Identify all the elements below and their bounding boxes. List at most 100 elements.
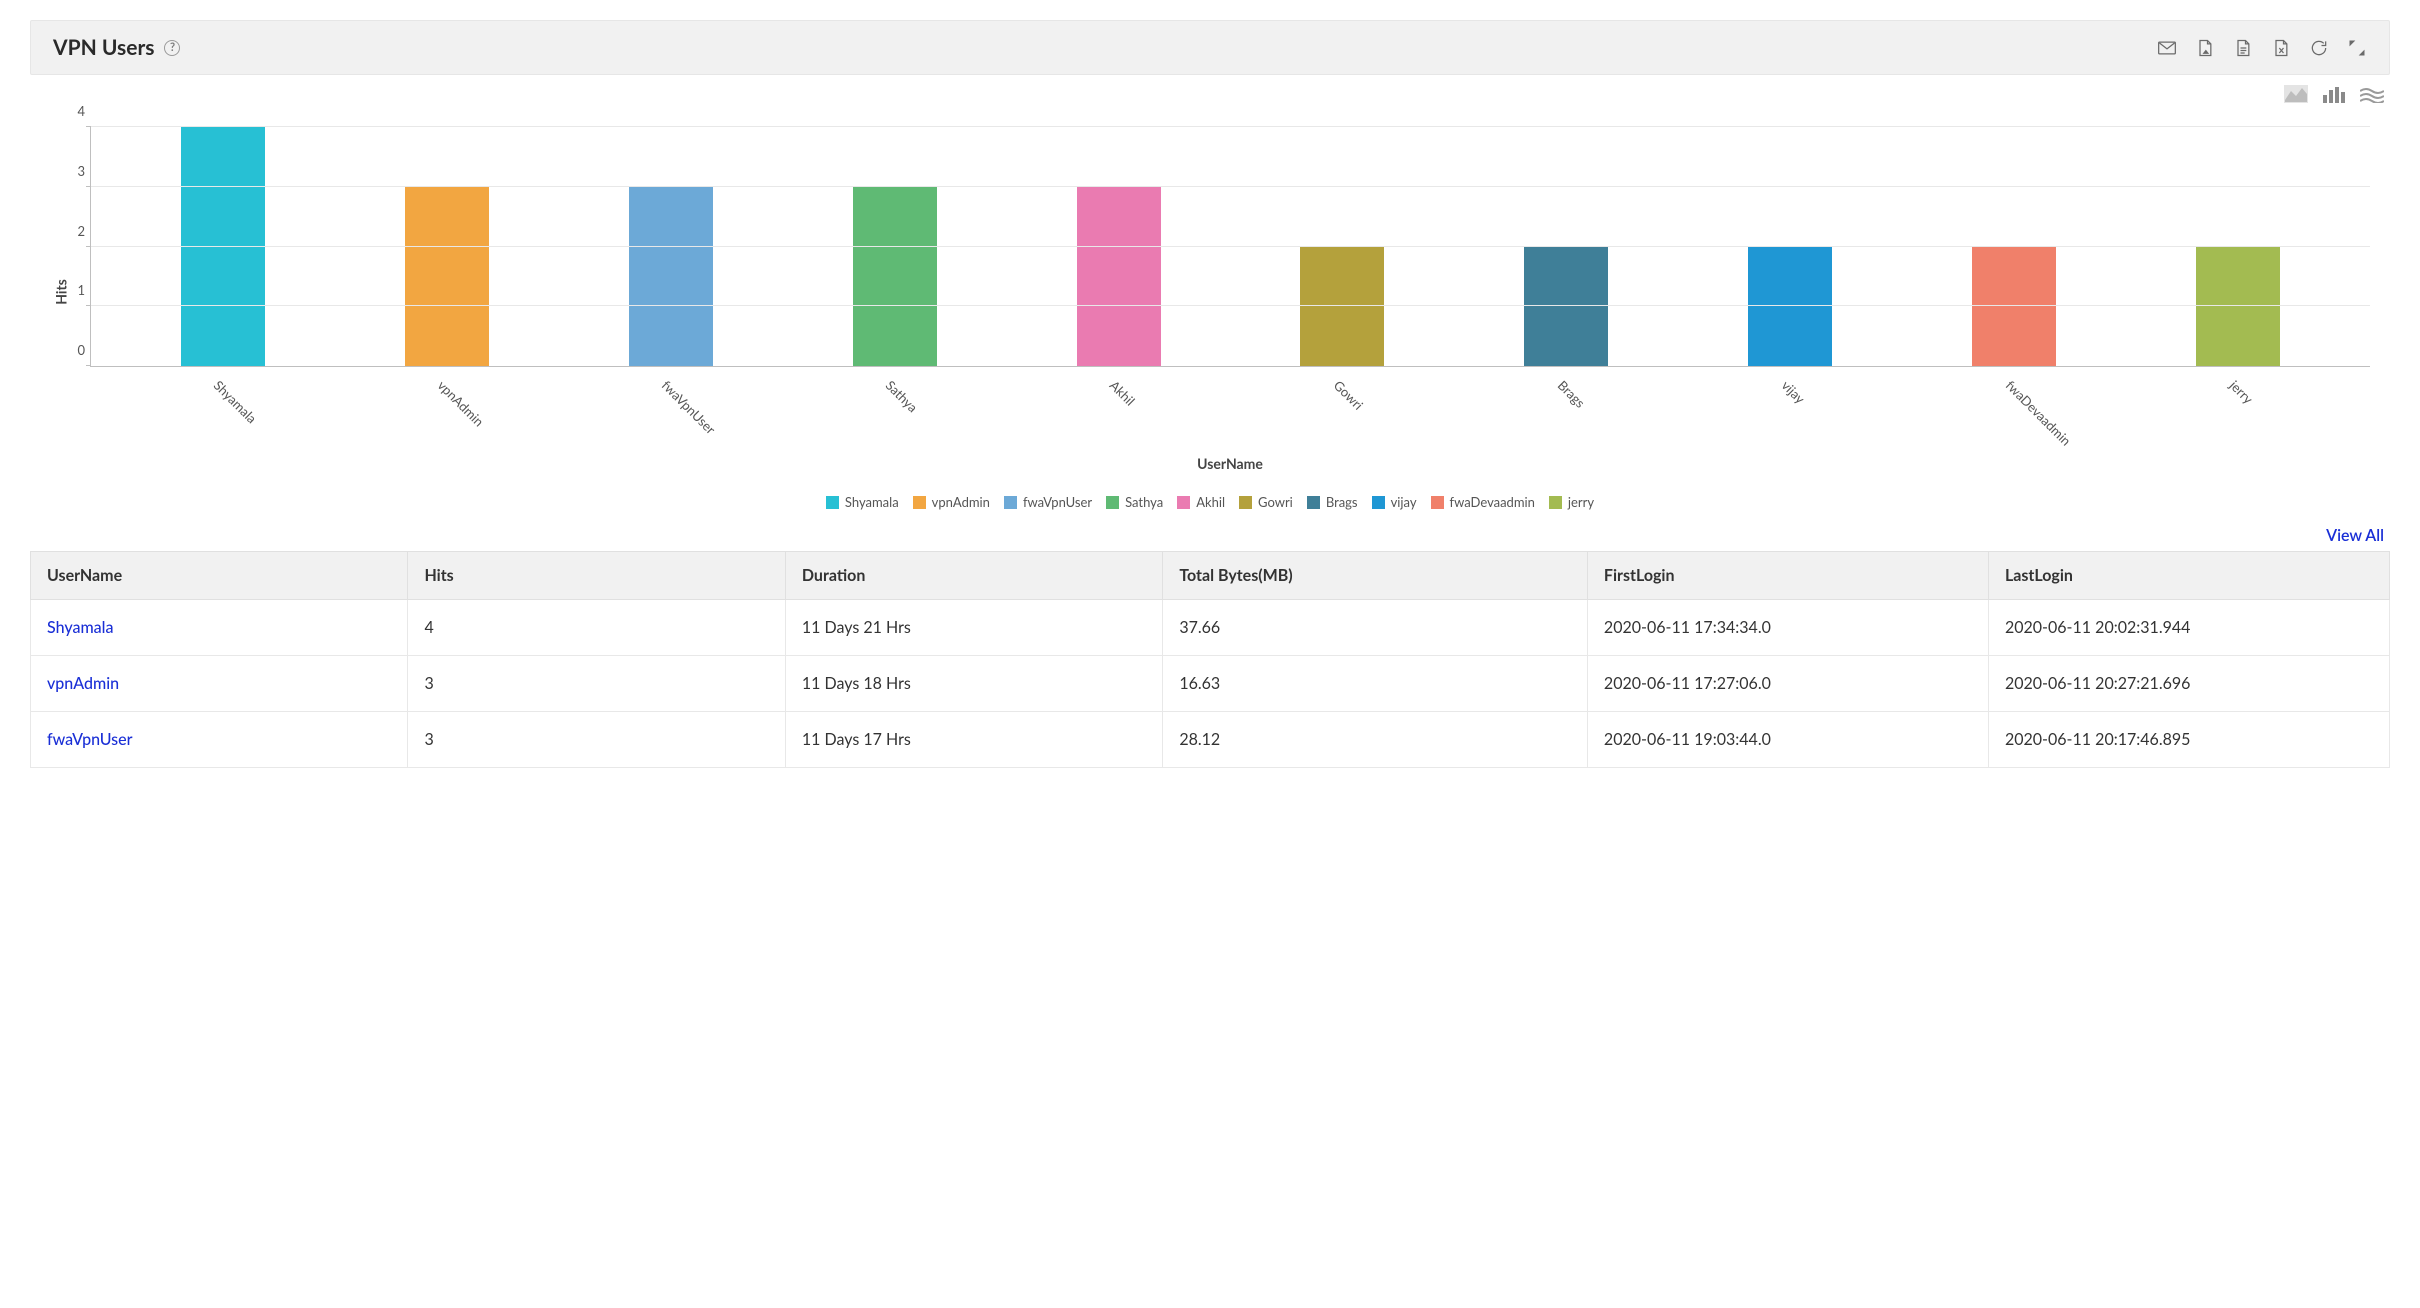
chart-bar-slot: [783, 127, 1007, 366]
table-cell: 2020-06-11 17:27:06.0: [1587, 656, 1988, 712]
legend-label: Gowri: [1258, 494, 1293, 510]
legend-item[interactable]: Shyamala: [826, 494, 899, 510]
pdf-icon[interactable]: [2195, 38, 2215, 58]
view-all-link[interactable]: View All: [2326, 526, 2384, 545]
legend-swatch: [1549, 496, 1562, 509]
chart-bar[interactable]: [1077, 187, 1161, 366]
table-cell: 37.66: [1163, 600, 1588, 656]
chart-x-tick-label: Brags: [1555, 377, 1589, 411]
chart-bar[interactable]: [2196, 247, 2280, 367]
doc-icon[interactable]: [2233, 38, 2253, 58]
chart-plot-area: 01234: [90, 127, 2370, 367]
table-column-header[interactable]: FirstLogin: [1587, 552, 1988, 600]
chart-x-tick-label: Gowri: [1331, 377, 1367, 413]
table-cell: 16.63: [1163, 656, 1588, 712]
panel-title-wrap: VPN Users ?: [53, 35, 180, 60]
stream-chart-icon[interactable]: [2360, 85, 2384, 103]
table-cell: 3: [408, 712, 785, 768]
chart-bars: [91, 127, 2370, 366]
chart-y-tick-label: 3: [61, 163, 85, 179]
table-column-header[interactable]: Duration: [785, 552, 1162, 600]
chart-bar-slot: [1678, 127, 1902, 366]
table-row: fwaVpnUser 311 Days 17 Hrs28.12 2020-06-11…: [31, 712, 2390, 768]
username-link[interactable]: fwaVpnUser: [47, 730, 132, 749]
chart-bar[interactable]: [181, 127, 265, 366]
legend-label: Shyamala: [845, 494, 899, 510]
panel-title: VPN Users: [53, 35, 154, 60]
expand-icon[interactable]: [2347, 38, 2367, 58]
chart-bar[interactable]: [405, 187, 489, 366]
legend-item[interactable]: vpnAdmin: [913, 494, 990, 510]
chart-x-tick-label: vpnAdmin: [435, 377, 488, 430]
chart-bar[interactable]: [629, 187, 713, 366]
table-column-header[interactable]: Total Bytes(MB): [1163, 552, 1588, 600]
legend-item[interactable]: Brags: [1307, 494, 1358, 510]
table-cell: 28.12: [1163, 712, 1588, 768]
legend-label: Akhil: [1196, 494, 1225, 510]
legend-swatch: [1431, 496, 1444, 509]
chart-bar[interactable]: [1300, 247, 1384, 367]
legend-label: Sathya: [1125, 494, 1163, 510]
legend-label: vpnAdmin: [932, 494, 990, 510]
legend-item[interactable]: Gowri: [1239, 494, 1293, 510]
chart-type-toolbar: [30, 75, 2390, 107]
vpn-users-table: UserNameHitsDurationTotal Bytes(MB)First…: [30, 551, 2390, 768]
legend-item[interactable]: fwaVpnUser: [1004, 494, 1092, 510]
legend-item[interactable]: fwaDevaadmin: [1431, 494, 1535, 510]
help-icon[interactable]: ?: [164, 40, 180, 56]
chart-gridline: [91, 305, 2370, 306]
table-column-header[interactable]: LastLogin: [1988, 552, 2389, 600]
chart-gridline: [91, 126, 2370, 127]
mail-icon[interactable]: [2157, 38, 2177, 58]
table-row: Shyamala411 Days 21 Hrs37.662020-06-11 1…: [31, 600, 2390, 656]
table-column-header[interactable]: Hits: [408, 552, 785, 600]
xls-icon[interactable]: [2271, 38, 2291, 58]
chart-bar[interactable]: [853, 187, 937, 366]
chart-x-axis-label: UserName: [90, 455, 2370, 472]
legend-swatch: [1177, 496, 1190, 509]
hits-bar-chart: Hits 01234 ShyamalavpnAdminfwaVpnUserSat…: [30, 107, 2390, 476]
legend-item[interactable]: jerry: [1549, 494, 1594, 510]
chart-bar-slot: [1231, 127, 1455, 366]
chart-bar-slot: [111, 127, 335, 366]
table-cell: vpnAdmin: [31, 656, 408, 712]
legend-label: vijay: [1391, 494, 1417, 510]
legend-label: Brags: [1326, 494, 1358, 510]
username-link[interactable]: vpnAdmin: [47, 674, 119, 693]
chart-bar[interactable]: [1524, 247, 1608, 367]
chart-y-tick-label: 0: [61, 342, 85, 358]
chart-x-tick-label: jerry: [2227, 377, 2257, 407]
table-cell: 2020-06-11 20:02:31.944: [1988, 600, 2389, 656]
legend-swatch: [1004, 496, 1017, 509]
table-cell: 2020-06-11 20:27:21.696: [1988, 656, 2389, 712]
bar-chart-icon[interactable]: [2322, 85, 2346, 103]
view-all-row: View All: [30, 520, 2390, 551]
legend-swatch: [1239, 496, 1252, 509]
chart-bar-slot: [1454, 127, 1678, 366]
table-cell: 11 Days 18 Hrs: [785, 656, 1162, 712]
legend-label: fwaDevaadmin: [1450, 494, 1535, 510]
chart-bar[interactable]: [1972, 247, 2056, 367]
chart-y-tick-label: 2: [61, 223, 85, 239]
table-column-header[interactable]: UserName: [31, 552, 408, 600]
table-cell: 2020-06-11 20:17:46.895: [1988, 712, 2389, 768]
table-header-row: UserNameHitsDurationTotal Bytes(MB)First…: [31, 552, 2390, 600]
chart-gridline: [91, 186, 2370, 187]
chart-bar[interactable]: [1748, 247, 1832, 367]
chart-bar-slot: [335, 127, 559, 366]
legend-item[interactable]: Sathya: [1106, 494, 1163, 510]
table-cell: 3: [408, 656, 785, 712]
refresh-icon[interactable]: [2309, 38, 2329, 58]
header-actions: [2157, 38, 2367, 58]
area-chart-icon[interactable]: [2284, 85, 2308, 103]
chart-legend: Shyamala vpnAdmin fwaVpnUser Sathya Akhil Gow…: [30, 476, 2390, 520]
legend-item[interactable]: vijay: [1372, 494, 1417, 510]
legend-swatch: [1307, 496, 1320, 509]
chart-bar-slot: [559, 127, 783, 366]
legend-item[interactable]: Akhil: [1177, 494, 1225, 510]
chart-bar-slot: [1902, 127, 2126, 366]
chart-x-tick-label: fwaVpnUser: [659, 377, 719, 437]
legend-swatch: [913, 496, 926, 509]
table-cell: 11 Days 17 Hrs: [785, 712, 1162, 768]
username-link[interactable]: Shyamala: [47, 618, 113, 637]
